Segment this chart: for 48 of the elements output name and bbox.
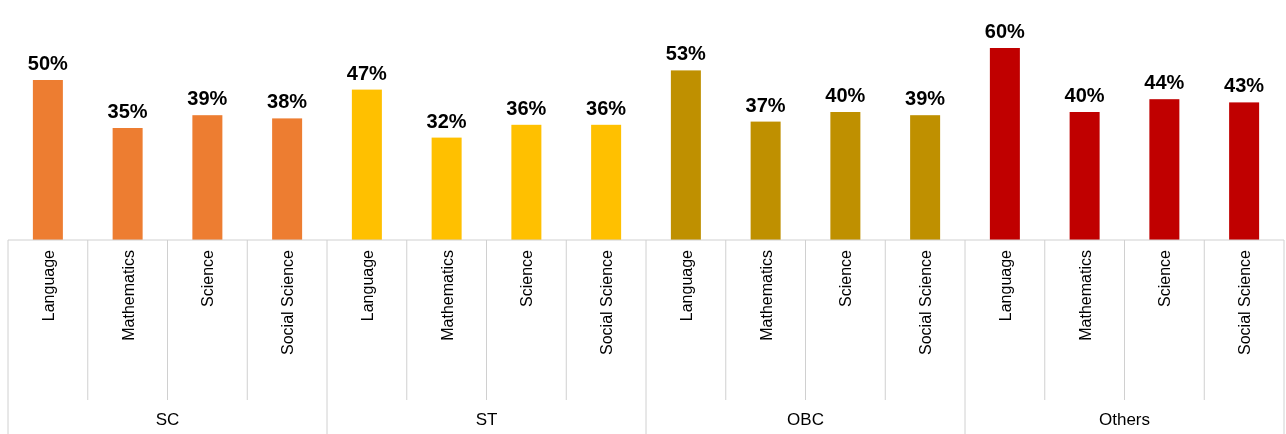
text: SC <box>155 410 180 429</box>
data-label: 50% <box>27 52 69 74</box>
data-label: 39% <box>905 87 946 110</box>
bar <box>830 112 861 240</box>
data-label: 40% <box>1064 84 1105 106</box>
x-tick-label: Social Science <box>598 249 616 355</box>
data-label: 37% <box>745 93 786 116</box>
x-tick-label: Language <box>677 249 695 322</box>
bar <box>989 48 1020 240</box>
data-label: 32% <box>426 109 467 132</box>
bar <box>272 118 303 240</box>
data-label: 36% <box>586 96 627 119</box>
x-tick-label: Science <box>837 249 855 307</box>
x-tick-label: Science <box>518 249 536 307</box>
data-label: 39% <box>187 87 228 110</box>
bar <box>750 121 781 240</box>
bar <box>670 70 701 240</box>
x-tick-label: Science <box>199 249 217 307</box>
data-label: 40% <box>825 84 866 106</box>
x-tick-label: Mathematics <box>119 250 137 341</box>
x-tick-label: Mathematics <box>438 250 456 341</box>
data-label: 47% <box>346 61 388 84</box>
text: OBC <box>787 410 824 429</box>
x-tick-label: Mathematics <box>1076 250 1094 341</box>
data-label: 43% <box>1224 74 1265 97</box>
x-tick-label: Language <box>358 249 376 322</box>
data-label: 44% <box>1144 71 1185 94</box>
x-tick-label: Social Science <box>1236 249 1254 355</box>
bar <box>1149 99 1180 240</box>
bar <box>910 115 941 240</box>
x-tick-label: Language <box>39 249 57 322</box>
text: ST <box>475 410 498 429</box>
x-tick-label: Social Science <box>279 249 297 355</box>
bar <box>112 128 143 240</box>
bar <box>192 115 223 240</box>
x-tick-label: Mathematics <box>757 250 775 341</box>
bar <box>1229 102 1260 240</box>
data-label: 38% <box>267 90 308 113</box>
data-label: 35% <box>107 100 148 122</box>
data-label: 60% <box>984 20 1026 42</box>
x-tick-label: Language <box>996 249 1014 322</box>
bar <box>1069 112 1100 240</box>
x-tick-label: Science <box>1156 249 1174 307</box>
x-tick-label: Social Science <box>917 249 935 355</box>
data-label: 36% <box>506 96 547 119</box>
bar <box>32 80 63 240</box>
data-label: 53% <box>665 42 707 65</box>
text: Others <box>1098 410 1151 429</box>
